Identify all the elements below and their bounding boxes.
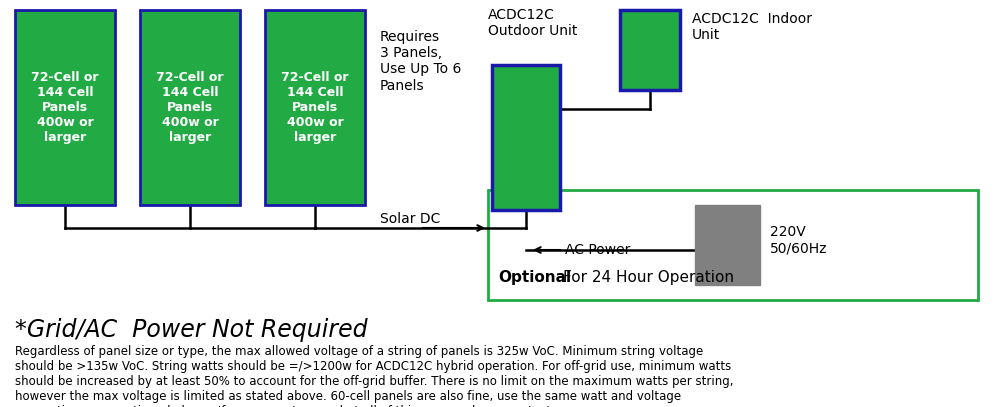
- Text: Solar DC: Solar DC: [380, 212, 441, 226]
- Text: 72-Cell or
144 Cell
Panels
400w or
larger: 72-Cell or 144 Cell Panels 400w or large…: [31, 71, 99, 144]
- Text: Regardless of panel size or type, the max allowed voltage of a string of panels : Regardless of panel size or type, the ma…: [15, 345, 733, 407]
- Bar: [620, 10, 680, 90]
- Bar: [695, 205, 760, 285]
- Bar: [492, 65, 560, 210]
- Text: AC Power: AC Power: [565, 243, 631, 257]
- Bar: [265, 10, 365, 205]
- Bar: [15, 10, 115, 205]
- Text: 220V
50/60Hz: 220V 50/60Hz: [770, 225, 828, 255]
- Text: Optional: Optional: [498, 270, 571, 285]
- Bar: [488, 190, 978, 300]
- Text: For 24 Hour Operation: For 24 Hour Operation: [563, 270, 734, 285]
- Text: Requires
3 Panels,
Use Up To 6
Panels: Requires 3 Panels, Use Up To 6 Panels: [380, 30, 462, 93]
- Bar: [140, 10, 240, 205]
- Text: 72-Cell or
144 Cell
Panels
400w or
larger: 72-Cell or 144 Cell Panels 400w or large…: [282, 71, 349, 144]
- Text: ACDC12C
Outdoor Unit: ACDC12C Outdoor Unit: [488, 8, 577, 38]
- Text: 72-Cell or
144 Cell
Panels
400w or
larger: 72-Cell or 144 Cell Panels 400w or large…: [156, 71, 223, 144]
- Text: *Grid/AC  Power Not Required: *Grid/AC Power Not Required: [15, 318, 367, 342]
- Text: ACDC12C  Indoor
Unit: ACDC12C Indoor Unit: [692, 12, 812, 42]
